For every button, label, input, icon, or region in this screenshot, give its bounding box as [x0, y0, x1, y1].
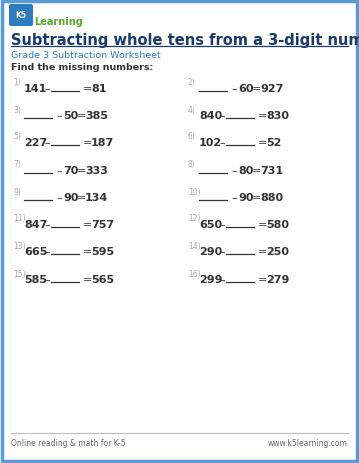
Text: 227: 227 [24, 138, 47, 148]
Text: 880: 880 [260, 193, 283, 203]
Text: –: – [231, 166, 237, 175]
Text: –: – [56, 166, 62, 175]
Text: =: = [252, 193, 261, 203]
Text: 80: 80 [238, 166, 253, 175]
Text: =: = [252, 166, 261, 175]
Text: 50: 50 [63, 111, 78, 121]
Text: 757: 757 [91, 219, 114, 230]
Text: =: = [83, 138, 92, 148]
Text: 1): 1) [13, 78, 21, 88]
Text: 11): 11) [13, 214, 25, 223]
Text: 9): 9) [13, 187, 21, 196]
Text: 665: 665 [24, 246, 47, 257]
Text: 333: 333 [85, 166, 108, 175]
Text: –: – [219, 111, 225, 121]
Text: Learning: Learning [34, 17, 83, 27]
Text: 250: 250 [266, 246, 289, 257]
Text: =: = [77, 166, 87, 175]
Text: 585: 585 [24, 275, 47, 284]
Text: 580: 580 [266, 219, 289, 230]
Text: 134: 134 [85, 193, 108, 203]
Text: =: = [83, 246, 92, 257]
Text: –: – [44, 246, 50, 257]
Text: =: = [83, 84, 92, 94]
Text: 7): 7) [13, 160, 21, 169]
Text: –: – [56, 111, 62, 121]
Text: 565: 565 [91, 275, 114, 284]
Text: 595: 595 [91, 246, 114, 257]
Text: 90: 90 [238, 193, 253, 203]
Text: 650: 650 [199, 219, 222, 230]
Text: K5: K5 [15, 12, 27, 20]
Text: 16): 16) [188, 269, 201, 278]
Text: 279: 279 [266, 275, 289, 284]
Text: Grade 3 Subtraction Worksheet: Grade 3 Subtraction Worksheet [11, 51, 161, 60]
Text: –: – [56, 193, 62, 203]
Text: 15): 15) [13, 269, 25, 278]
Text: –: – [219, 246, 225, 257]
Text: 8): 8) [188, 160, 196, 169]
FancyBboxPatch shape [9, 5, 33, 27]
Text: 187: 187 [91, 138, 114, 148]
Text: –: – [219, 275, 225, 284]
Text: 4): 4) [188, 105, 196, 114]
Text: 385: 385 [85, 111, 108, 121]
Text: 290: 290 [199, 246, 222, 257]
Text: 52: 52 [266, 138, 281, 148]
Text: 14): 14) [188, 241, 201, 250]
Text: –: – [44, 275, 50, 284]
Text: =: = [258, 246, 267, 257]
Text: 299: 299 [199, 275, 223, 284]
Text: Subtracting whole tens from a 3-digit number: Subtracting whole tens from a 3-digit nu… [11, 32, 359, 47]
Text: 5): 5) [13, 132, 21, 141]
Text: 840: 840 [199, 111, 222, 121]
Text: =: = [258, 275, 267, 284]
Text: =: = [258, 138, 267, 148]
Text: 6): 6) [188, 132, 196, 141]
Text: www.k5learning.com: www.k5learning.com [268, 438, 348, 448]
Text: 70: 70 [63, 166, 78, 175]
Text: 927: 927 [260, 84, 283, 94]
Text: 60: 60 [238, 84, 253, 94]
Text: =: = [77, 193, 87, 203]
Text: Online reading & math for K-5: Online reading & math for K-5 [11, 438, 126, 448]
Text: 3): 3) [13, 105, 21, 114]
Text: =: = [258, 111, 267, 121]
Text: 90: 90 [63, 193, 79, 203]
Text: 12): 12) [188, 214, 200, 223]
Text: 10): 10) [188, 187, 201, 196]
Text: –: – [44, 138, 50, 148]
Text: 141: 141 [24, 84, 47, 94]
Text: 81: 81 [91, 84, 107, 94]
Text: 830: 830 [266, 111, 289, 121]
Text: –: – [44, 219, 50, 230]
Text: 13): 13) [13, 241, 25, 250]
Text: –: – [231, 193, 237, 203]
Text: 731: 731 [260, 166, 283, 175]
Text: –: – [219, 138, 225, 148]
Text: 102: 102 [199, 138, 222, 148]
Text: 847: 847 [24, 219, 47, 230]
Text: 2): 2) [188, 78, 196, 88]
Text: =: = [252, 84, 261, 94]
Text: =: = [77, 111, 87, 121]
Text: =: = [83, 219, 92, 230]
Text: Find the missing numbers:: Find the missing numbers: [11, 63, 153, 72]
Text: –: – [231, 84, 237, 94]
Text: =: = [258, 219, 267, 230]
Text: –: – [44, 84, 50, 94]
Text: =: = [83, 275, 92, 284]
Text: –: – [219, 219, 225, 230]
